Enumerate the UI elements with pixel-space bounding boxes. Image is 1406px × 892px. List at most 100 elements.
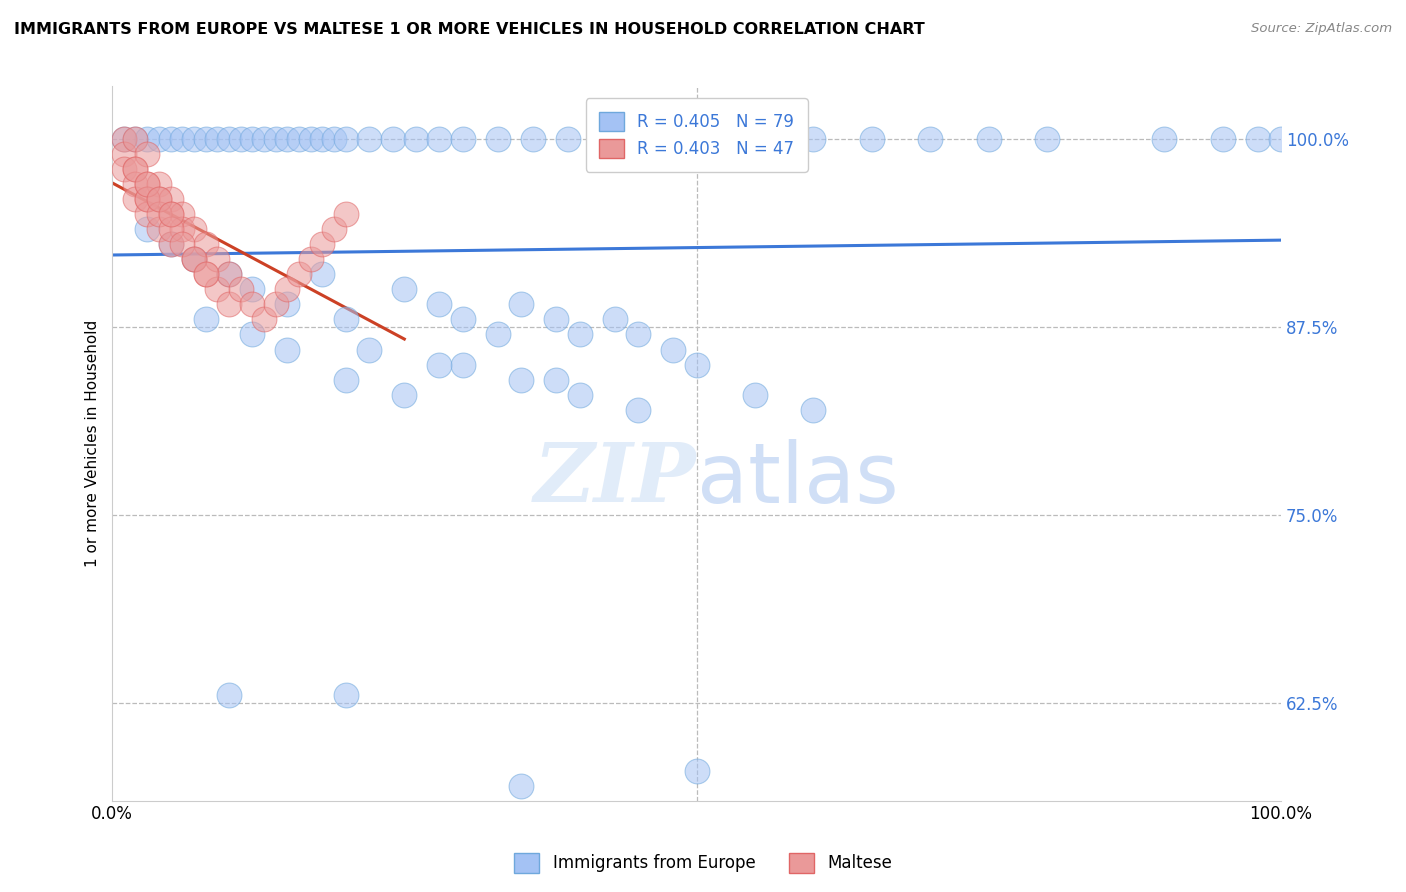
Point	[183, 252, 205, 267]
Point	[218, 268, 240, 282]
Point	[744, 387, 766, 401]
Point	[218, 297, 240, 311]
Point	[207, 132, 229, 146]
Point	[124, 162, 146, 177]
Point	[264, 132, 287, 146]
Point	[172, 207, 194, 221]
Point	[240, 297, 263, 311]
Point	[207, 252, 229, 267]
Point	[276, 282, 298, 296]
Point	[429, 132, 451, 146]
Point	[803, 132, 825, 146]
Point	[276, 343, 298, 357]
Point	[1036, 132, 1059, 146]
Point	[136, 177, 159, 191]
Point	[1270, 132, 1292, 146]
Point	[112, 132, 135, 146]
Point	[159, 132, 181, 146]
Point	[136, 177, 159, 191]
Point	[592, 132, 614, 146]
Point	[124, 192, 146, 206]
Point	[136, 192, 159, 206]
Point	[568, 387, 591, 401]
Point	[451, 132, 474, 146]
Point	[229, 132, 252, 146]
Point	[264, 297, 287, 311]
Point	[159, 222, 181, 236]
Point	[148, 192, 170, 206]
Point	[627, 132, 650, 146]
Point	[662, 132, 685, 146]
Point	[172, 222, 194, 236]
Point	[299, 252, 322, 267]
Point	[136, 147, 159, 161]
Point	[323, 222, 346, 236]
Point	[510, 297, 533, 311]
Point	[697, 132, 720, 146]
Point	[276, 132, 298, 146]
Point	[860, 132, 883, 146]
Point	[977, 132, 1000, 146]
Point	[299, 132, 322, 146]
Text: ZIP: ZIP	[534, 439, 696, 519]
Point	[159, 207, 181, 221]
Point	[685, 764, 707, 778]
Point	[124, 162, 146, 177]
Point	[183, 222, 205, 236]
Point	[486, 327, 509, 342]
Point	[662, 343, 685, 357]
Point	[136, 192, 159, 206]
Point	[381, 132, 404, 146]
Point	[311, 268, 333, 282]
Point	[253, 132, 276, 146]
Point	[172, 237, 194, 252]
Point	[546, 373, 568, 387]
Point	[1153, 132, 1175, 146]
Point	[557, 132, 579, 146]
Point	[359, 343, 381, 357]
Point	[522, 132, 544, 146]
Point	[920, 132, 942, 146]
Text: Source: ZipAtlas.com: Source: ZipAtlas.com	[1251, 22, 1392, 36]
Point	[136, 132, 159, 146]
Point	[744, 132, 766, 146]
Point	[148, 222, 170, 236]
Point	[229, 282, 252, 296]
Point	[194, 312, 217, 326]
Point	[311, 237, 333, 252]
Point	[218, 689, 240, 703]
Point	[685, 358, 707, 372]
Point	[429, 358, 451, 372]
Point	[148, 207, 170, 221]
Point	[627, 402, 650, 417]
Point	[207, 282, 229, 296]
Point	[194, 132, 217, 146]
Point	[183, 252, 205, 267]
Point	[335, 689, 357, 703]
Point	[240, 132, 263, 146]
Point	[159, 237, 181, 252]
Point	[627, 327, 650, 342]
Point	[510, 779, 533, 793]
Point	[603, 312, 626, 326]
Point	[335, 312, 357, 326]
Point	[112, 132, 135, 146]
Point	[311, 132, 333, 146]
Point	[124, 132, 146, 146]
Point	[568, 327, 591, 342]
Point	[159, 207, 181, 221]
Point	[1211, 132, 1233, 146]
Point	[335, 132, 357, 146]
Point	[148, 192, 170, 206]
Point	[148, 132, 170, 146]
Point	[359, 132, 381, 146]
Point	[394, 282, 416, 296]
Point	[112, 147, 135, 161]
Legend: R = 0.405   N = 79, R = 0.403   N = 47: R = 0.405 N = 79, R = 0.403 N = 47	[585, 98, 807, 172]
Point	[183, 252, 205, 267]
Point	[276, 297, 298, 311]
Point	[240, 327, 263, 342]
Point	[288, 132, 311, 146]
Point	[1246, 132, 1268, 146]
Point	[486, 132, 509, 146]
